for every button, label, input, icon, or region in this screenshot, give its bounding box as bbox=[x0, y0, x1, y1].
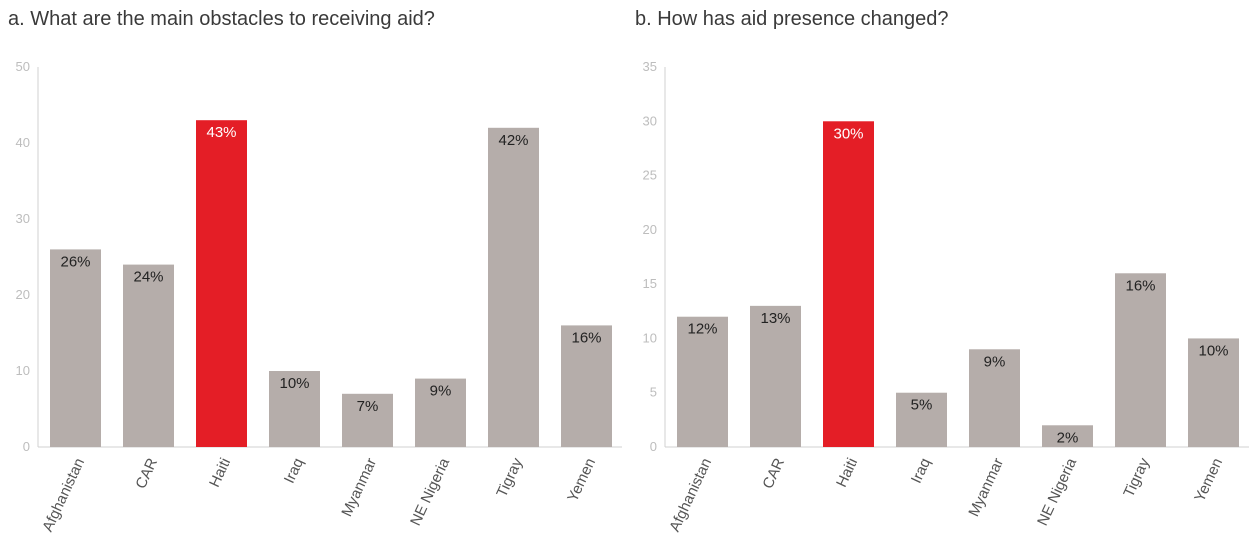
data-label: 24% bbox=[133, 269, 163, 286]
x-tick-label: Afghanistan bbox=[666, 456, 715, 535]
chart-title: b. How has aid presence changed? bbox=[635, 8, 949, 30]
data-label: 26% bbox=[60, 253, 90, 270]
bar-afghanistan bbox=[677, 316, 728, 447]
y-tick-label: 35 bbox=[643, 59, 657, 74]
x-tick-label: Haiti bbox=[833, 456, 861, 490]
bar-iraq bbox=[269, 371, 320, 447]
bar-myanmar bbox=[969, 349, 1020, 447]
y-tick-label: 0 bbox=[650, 439, 657, 454]
bar-ne-nigeria bbox=[1042, 425, 1093, 447]
y-tick-label: 5 bbox=[650, 385, 657, 400]
y-tick-label: 40 bbox=[16, 135, 30, 150]
bar-afghanistan bbox=[50, 249, 101, 447]
data-label: 7% bbox=[357, 398, 379, 415]
x-tick-label: Iraq bbox=[908, 456, 934, 487]
y-tick-label: 20 bbox=[16, 287, 30, 302]
data-label: 2% bbox=[1057, 429, 1079, 446]
x-tick-label: NE Nigeria bbox=[1034, 455, 1080, 529]
bar-yemen bbox=[561, 325, 612, 447]
data-label: 13% bbox=[760, 310, 790, 327]
bar-ne-nigeria bbox=[415, 378, 466, 447]
chart-panel-a: a. What are the main obstacles to receiv… bbox=[8, 8, 622, 535]
y-tick-label: 10 bbox=[16, 363, 30, 378]
data-label: 16% bbox=[1125, 277, 1155, 294]
y-tick-label: 50 bbox=[16, 59, 30, 74]
x-tick-label: NE Nigeria bbox=[407, 455, 453, 529]
chart-title: a. What are the main obstacles to receiv… bbox=[8, 8, 435, 30]
data-label: 9% bbox=[984, 353, 1006, 370]
x-tick-label: Haiti bbox=[206, 456, 234, 490]
y-tick-label: 15 bbox=[643, 276, 657, 291]
y-tick-label: 25 bbox=[643, 168, 657, 183]
data-label: 5% bbox=[911, 397, 933, 414]
x-tick-label: Afghanistan bbox=[39, 456, 88, 535]
data-label: 10% bbox=[279, 375, 309, 392]
chart-panel-b: b. How has aid presence changed? 0 5 10 15 2… bbox=[627, 0, 1254, 543]
data-label: 42% bbox=[498, 132, 528, 149]
data-label: 12% bbox=[687, 321, 717, 338]
y-tick-label: 30 bbox=[16, 211, 30, 226]
x-tick-label: CAR bbox=[759, 455, 788, 491]
bar-tigray bbox=[1115, 273, 1166, 447]
bar-haiti bbox=[196, 120, 247, 447]
bar-yemen bbox=[1188, 338, 1239, 447]
chart-a-svg: 0 10 20 30 40 50 26% Afghanistan 24% CAR 43% Haiti 1… bbox=[16, 59, 622, 535]
x-tick-label: Tigray bbox=[493, 455, 526, 500]
data-label: 10% bbox=[1198, 342, 1228, 359]
bar-iraq bbox=[896, 392, 947, 447]
bar-car bbox=[123, 264, 174, 447]
x-tick-label: Iraq bbox=[281, 456, 307, 487]
x-tick-label: CAR bbox=[132, 455, 161, 491]
x-tick-label: Myanmar bbox=[338, 456, 380, 520]
y-tick-label: 10 bbox=[643, 330, 657, 345]
data-label: 16% bbox=[571, 329, 601, 346]
bar-tigray bbox=[488, 127, 539, 448]
y-tick-label: 20 bbox=[643, 222, 657, 237]
data-label: 30% bbox=[833, 125, 863, 142]
bar-car bbox=[750, 305, 801, 447]
data-label: 43% bbox=[206, 124, 236, 141]
bar-haiti bbox=[823, 121, 874, 448]
x-tick-label: Myanmar bbox=[965, 456, 1007, 520]
y-tick-label: 30 bbox=[643, 113, 657, 128]
data-label: 9% bbox=[430, 383, 452, 400]
bar-myanmar bbox=[342, 393, 393, 447]
x-tick-label: Tigray bbox=[1120, 455, 1153, 500]
x-tick-label: Yemen bbox=[1191, 456, 1226, 505]
chart-b-svg: 0 5 10 15 20 25 30 35 12% Afghanistan 13% CAR 30% Hai… bbox=[643, 59, 1249, 535]
y-tick-label: 0 bbox=[23, 439, 30, 454]
x-tick-label: Yemen bbox=[564, 456, 599, 505]
